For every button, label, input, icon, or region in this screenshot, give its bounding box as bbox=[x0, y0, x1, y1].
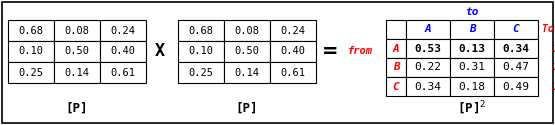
Bar bbox=[450, 39, 494, 58]
Text: 0.53: 0.53 bbox=[415, 44, 441, 54]
Bar bbox=[270, 62, 316, 83]
Bar bbox=[178, 41, 224, 62]
Bar bbox=[450, 58, 494, 77]
Bar bbox=[178, 62, 224, 83]
Text: 0.50: 0.50 bbox=[64, 46, 89, 56]
Text: 0.13: 0.13 bbox=[458, 44, 486, 54]
Text: from: from bbox=[347, 46, 372, 56]
Bar bbox=[494, 20, 538, 39]
Bar bbox=[270, 41, 316, 62]
Text: 0.68: 0.68 bbox=[189, 26, 214, 36]
Bar bbox=[494, 77, 538, 96]
Text: 0.34: 0.34 bbox=[502, 44, 529, 54]
Bar bbox=[54, 41, 100, 62]
Bar bbox=[386, 20, 406, 39]
Text: =: = bbox=[322, 42, 338, 61]
Bar bbox=[386, 39, 406, 58]
Text: 0.24: 0.24 bbox=[280, 26, 305, 36]
Text: 0.61: 0.61 bbox=[280, 68, 305, 78]
Bar bbox=[8, 41, 54, 62]
Text: 1.00: 1.00 bbox=[552, 82, 555, 92]
Bar bbox=[54, 62, 100, 83]
Text: 0.25: 0.25 bbox=[189, 68, 214, 78]
Text: [P]: [P] bbox=[236, 102, 258, 114]
Text: 0.08: 0.08 bbox=[235, 26, 260, 36]
Text: 0.24: 0.24 bbox=[110, 26, 135, 36]
Text: 0.50: 0.50 bbox=[235, 46, 260, 56]
Bar bbox=[406, 58, 450, 77]
Text: Tot. Row: Tot. Row bbox=[542, 24, 555, 34]
Bar bbox=[100, 20, 146, 41]
Bar bbox=[100, 41, 146, 62]
Bar bbox=[406, 77, 450, 96]
Text: 0.22: 0.22 bbox=[415, 62, 441, 72]
Text: 0.10: 0.10 bbox=[18, 46, 43, 56]
Text: 0.68: 0.68 bbox=[18, 26, 43, 36]
Text: 1.00: 1.00 bbox=[552, 44, 555, 54]
Text: 0.14: 0.14 bbox=[64, 68, 89, 78]
Bar bbox=[386, 77, 406, 96]
Text: 0.14: 0.14 bbox=[235, 68, 260, 78]
Text: 0.61: 0.61 bbox=[110, 68, 135, 78]
Bar bbox=[406, 39, 450, 58]
Text: 0.08: 0.08 bbox=[64, 26, 89, 36]
Text: 0.49: 0.49 bbox=[502, 82, 529, 92]
Text: C: C bbox=[392, 82, 400, 92]
Text: 0.18: 0.18 bbox=[458, 82, 486, 92]
Text: 0.25: 0.25 bbox=[18, 68, 43, 78]
Text: 0.47: 0.47 bbox=[502, 62, 529, 72]
Text: A: A bbox=[425, 24, 431, 34]
Text: [P]: [P] bbox=[65, 102, 88, 114]
Text: 0.34: 0.34 bbox=[415, 82, 441, 92]
Bar bbox=[494, 58, 538, 77]
Text: C: C bbox=[513, 24, 519, 34]
Bar bbox=[100, 62, 146, 83]
Bar bbox=[494, 39, 538, 58]
Bar bbox=[224, 62, 270, 83]
Bar bbox=[8, 20, 54, 41]
Text: to: to bbox=[465, 7, 479, 17]
Bar bbox=[178, 20, 224, 41]
Text: X: X bbox=[155, 42, 165, 60]
Bar bbox=[224, 41, 270, 62]
Text: [P]$^2$: [P]$^2$ bbox=[457, 99, 487, 117]
Bar bbox=[54, 20, 100, 41]
Text: 0.10: 0.10 bbox=[189, 46, 214, 56]
Text: 1.00: 1.00 bbox=[552, 62, 555, 72]
Text: B: B bbox=[468, 24, 476, 34]
Text: 0.40: 0.40 bbox=[110, 46, 135, 56]
Bar bbox=[406, 20, 450, 39]
Text: 0.31: 0.31 bbox=[458, 62, 486, 72]
Bar bbox=[450, 77, 494, 96]
Bar bbox=[270, 20, 316, 41]
Bar bbox=[450, 20, 494, 39]
Text: A: A bbox=[392, 44, 400, 54]
Bar bbox=[8, 62, 54, 83]
Bar bbox=[224, 20, 270, 41]
Bar bbox=[386, 58, 406, 77]
Text: B: B bbox=[392, 62, 400, 72]
Text: 0.40: 0.40 bbox=[280, 46, 305, 56]
